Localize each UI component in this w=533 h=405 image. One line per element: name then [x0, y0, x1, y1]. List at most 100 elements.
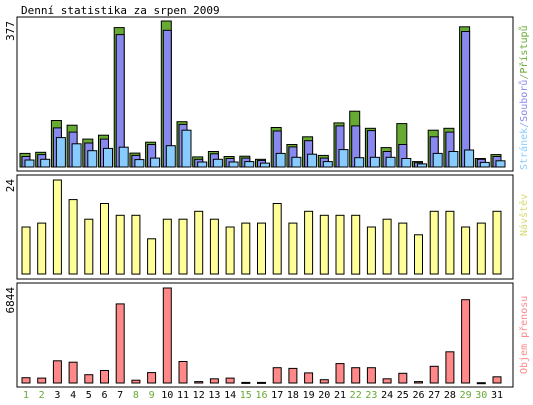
bar-traffic-day-30 [476, 382, 486, 385]
bar-visits-day-1 [21, 226, 31, 275]
bar-pages-day-11 [181, 129, 192, 168]
bar-visits-day-30 [476, 222, 486, 275]
bar-traffic-day-31 [492, 376, 502, 384]
bar-pages-day-10 [165, 145, 176, 168]
day-label-13: 13 [208, 390, 220, 401]
bar-visits-day-3 [52, 179, 62, 275]
bar-visits-day-16 [257, 222, 266, 275]
day-label-29: 29 [460, 390, 472, 401]
day-label-28: 28 [444, 390, 456, 401]
day-label-25: 25 [397, 390, 409, 401]
bar-traffic-day-28 [445, 351, 455, 384]
day-label-20: 20 [318, 390, 330, 401]
day-label-5: 5 [86, 390, 92, 401]
chart-title: Denní statistika za srpen 2009 [21, 4, 220, 17]
bar-visits-day-4 [68, 199, 78, 275]
top-panel-frame [16, 16, 514, 172]
bottom-panel-frame [16, 282, 514, 388]
bar-visits-day-26 [414, 234, 423, 275]
bar-pages-day-6 [103, 147, 113, 168]
day-label-15: 15 [240, 390, 252, 401]
day-label-27: 27 [428, 390, 440, 401]
bar-traffic-day-4 [68, 361, 78, 384]
bar-traffic-day-25 [398, 372, 408, 384]
day-label-23: 23 [365, 390, 377, 401]
day-label-17: 17 [271, 390, 283, 401]
bar-visits-day-5 [84, 218, 94, 275]
bar-pages-day-14 [228, 161, 239, 168]
day-label-4: 4 [70, 390, 76, 401]
day-label-8: 8 [133, 390, 139, 401]
bar-visits-day-23 [366, 226, 376, 275]
bar-pages-day-13 [212, 158, 223, 168]
bar-pages-day-20 [322, 161, 333, 168]
bar-traffic-day-1 [21, 377, 31, 384]
day-label-12: 12 [193, 390, 205, 401]
bar-visits-day-13 [209, 218, 219, 275]
bar-visits-day-27 [429, 210, 439, 275]
day-label-30: 30 [475, 390, 487, 401]
day-label-16: 16 [255, 390, 267, 401]
bar-traffic-day-7 [115, 303, 125, 384]
middle-ymax-label: 24 [4, 179, 17, 193]
bar-traffic-day-24 [382, 378, 392, 384]
bar-visits-day-17 [272, 203, 282, 275]
bar-pages-day-12 [197, 161, 208, 168]
bar-visits-day-12 [194, 210, 204, 275]
bar-traffic-day-21 [335, 363, 345, 384]
bar-pages-day-5 [87, 150, 98, 168]
day-label-19: 19 [303, 390, 315, 401]
bar-pages-day-4 [71, 143, 82, 168]
day-label-18: 18 [287, 390, 299, 401]
bar-visits-day-14 [225, 226, 235, 275]
bar-traffic-day-29 [461, 299, 471, 384]
bar-files-day-29 [461, 31, 471, 168]
bar-pages-day-24 [385, 156, 396, 168]
bar-visits-day-8 [131, 214, 141, 275]
bar-pages-day-16 [260, 162, 270, 168]
bar-traffic-day-15 [241, 381, 251, 384]
bar-pages-day-27 [432, 152, 443, 168]
bar-visits-day-25 [398, 222, 408, 275]
bar-pages-day-29 [464, 149, 475, 168]
bar-pages-day-7 [118, 146, 129, 168]
bar-traffic-day-11 [178, 361, 188, 384]
bar-visits-day-11 [178, 218, 188, 275]
bar-pages-day-8 [134, 159, 145, 168]
bar-visits-day-6 [100, 203, 109, 275]
day-label-11: 11 [177, 390, 189, 401]
bar-visits-day-19 [304, 210, 314, 275]
day-label-21: 21 [334, 390, 346, 401]
top-legend: Stránek/Souborů/Přístupů [518, 25, 530, 170]
bar-visits-day-29 [461, 226, 471, 275]
bar-traffic-day-14 [225, 377, 235, 384]
bar-visits-day-9 [147, 238, 157, 275]
legend-sep-1: / [519, 122, 530, 128]
bar-visits-day-10 [162, 218, 172, 275]
bar-pages-day-25 [401, 158, 412, 168]
bar-pages-day-19 [307, 153, 318, 168]
bar-visits-day-18 [288, 222, 298, 275]
day-label-2: 2 [39, 390, 45, 401]
bar-traffic-day-13 [209, 378, 219, 384]
bar-pages-day-15 [244, 161, 255, 168]
top-ymax-label: 377 [4, 21, 17, 41]
day-labels: 1 2 3 4 5 6 7 8 9 10 11 12 13 14 15 16 17 18 19 20 21 22 23 24 2… [23, 390, 503, 401]
bar-pages-day-30 [479, 161, 490, 168]
bar-visits-day-15 [241, 222, 251, 275]
bar-traffic-day-6 [100, 370, 109, 384]
bar-traffic-day-8 [131, 379, 141, 384]
bar-pages-day-2 [40, 158, 51, 168]
bar-traffic-day-18 [288, 367, 298, 384]
bar-traffic-day-27 [429, 365, 439, 384]
day-label-14: 14 [224, 390, 236, 401]
day-label-22: 22 [350, 390, 362, 401]
bottom-panel-bars [21, 287, 502, 385]
bar-traffic-day-22 [351, 367, 361, 384]
middle-panel-bars [21, 179, 502, 275]
bar-pages-day-22 [354, 157, 365, 168]
legend-pages: Stránek [518, 128, 530, 170]
bar-traffic-day-16 [257, 381, 266, 384]
